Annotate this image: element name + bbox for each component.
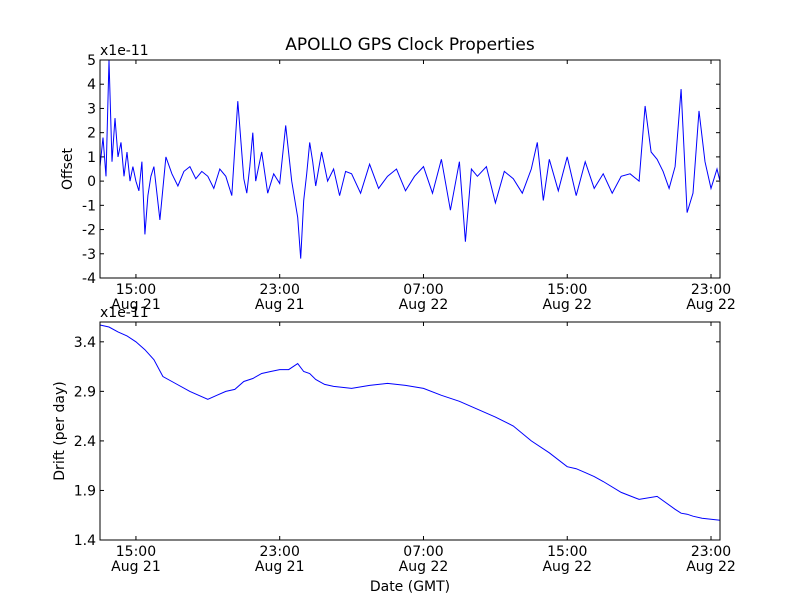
offset-series-line — [99, 59, 721, 259]
x-tick-date-label: Aug 21 — [255, 559, 305, 575]
y-tick-label: 0 — [87, 174, 96, 190]
x-tick-date-label: Aug 22 — [542, 559, 592, 575]
drift-multiplier-label: x1e-11 — [100, 305, 149, 321]
drift-y-ticks: 1.4 1.9 2.4 2.9 3.4 — [74, 335, 720, 549]
y-tick-label: 4 — [87, 77, 96, 93]
x-tick-time-label: 23:00 — [691, 282, 731, 298]
drift-plot-frame — [99, 321, 721, 541]
x-tick-time-label: 15:00 — [547, 282, 587, 298]
x-tick-date-label: Aug 22 — [399, 559, 449, 575]
y-tick-label: -2 — [82, 223, 96, 239]
y-tick-label: -1 — [82, 198, 96, 214]
x-tick-date-label: Aug 21 — [111, 297, 161, 313]
offset-y-axis-label: Offset — [60, 147, 76, 190]
y-tick-label: -3 — [82, 247, 96, 263]
y-tick-label: 2 — [87, 126, 96, 142]
y-tick-label: 2.4 — [74, 434, 96, 450]
drift-series-line — [99, 324, 721, 521]
offset-multiplier-label: x1e-11 — [100, 43, 149, 59]
chart-title: APOLLO GPS Clock Properties — [285, 35, 535, 55]
x-tick-date-label: Aug 21 — [255, 297, 305, 313]
x-tick-date-label: Aug 22 — [686, 297, 736, 313]
x-tick-time-label: 23:00 — [691, 544, 731, 560]
y-tick-label: 1.4 — [74, 533, 96, 549]
drift-panel: x1e-11 Drift (per day) Date (GMT) 1.4 1.9… — [52, 305, 736, 595]
y-tick-label: 5 — [87, 53, 96, 69]
drift-y-axis-label: Drift (per day) — [52, 381, 68, 480]
x-tick-time-label: 15:00 — [116, 282, 156, 298]
x-tick-time-label: 07:00 — [403, 544, 443, 560]
y-tick-label: 3 — [87, 101, 96, 117]
x-tick-date-label: Aug 22 — [686, 559, 736, 575]
x-tick-time-label: 15:00 — [116, 544, 156, 560]
x-tick-date-label: Aug 21 — [111, 559, 161, 575]
x-tick-time-label: 07:00 — [403, 282, 443, 298]
x-tick-time-label: 23:00 — [260, 544, 300, 560]
x-tick-time-label: 23:00 — [260, 282, 300, 298]
x-tick-date-label: Aug 22 — [542, 297, 592, 313]
x-tick-time-label: 15:00 — [547, 544, 587, 560]
x-tick-date-label: Aug 22 — [399, 297, 449, 313]
y-tick-label: 3.4 — [74, 335, 96, 351]
y-tick-label: 2.9 — [74, 384, 96, 400]
offset-plot-frame — [99, 59, 721, 279]
y-tick-label: 1.9 — [74, 483, 96, 499]
drift-x-axis-label: Date (GMT) — [370, 579, 450, 595]
y-tick-label: 1 — [87, 150, 96, 166]
offset-y-ticks: -4 -3 -2 -1 0 1 2 3 4 5 — [82, 53, 720, 287]
y-tick-label: -4 — [82, 271, 96, 287]
offset-panel: APOLLO GPS Clock Properties x1e-11 Offse… — [60, 35, 736, 313]
